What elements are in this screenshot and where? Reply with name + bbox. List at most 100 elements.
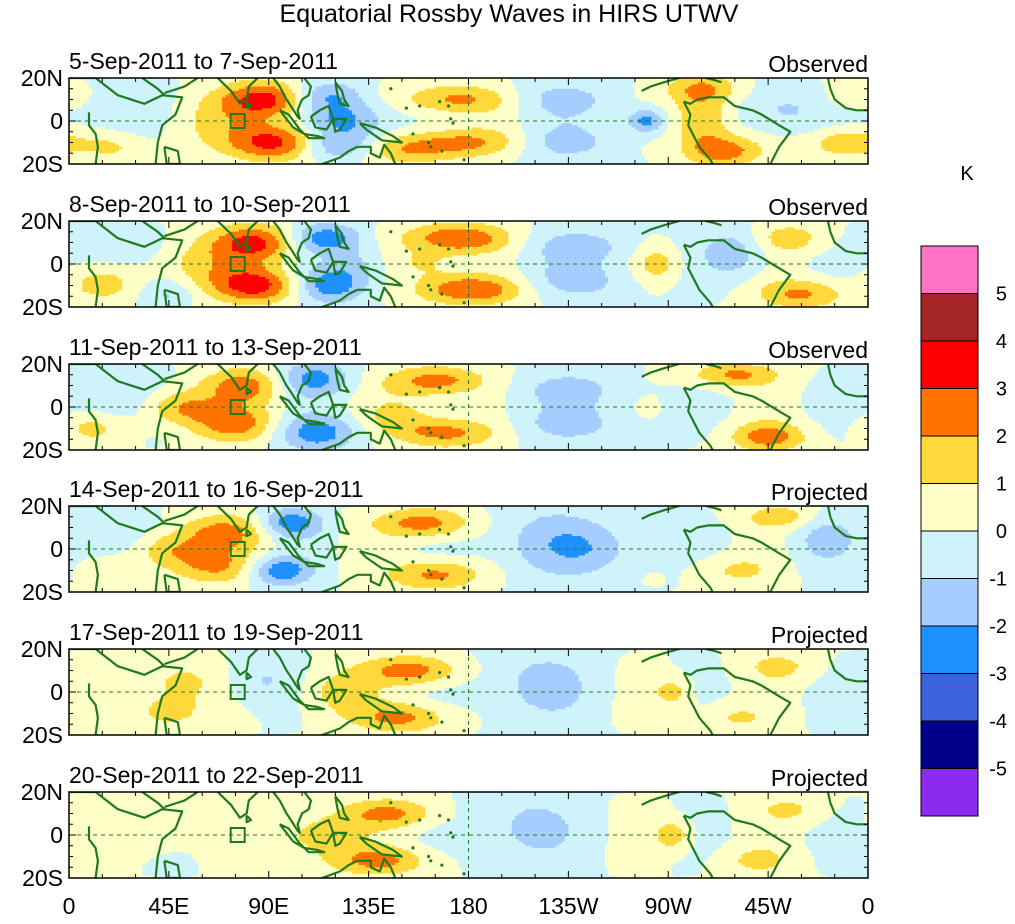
panel-status-label: Observed bbox=[768, 194, 868, 220]
coastline bbox=[683, 382, 792, 450]
coastline bbox=[358, 408, 403, 430]
coastline bbox=[682, 101, 714, 164]
island-dot bbox=[434, 879, 437, 882]
island-dot bbox=[462, 586, 466, 590]
coastline bbox=[321, 429, 397, 450]
colorbar-swatch bbox=[920, 768, 979, 817]
coastline bbox=[682, 529, 714, 592]
y-tick-label: 0 bbox=[50, 108, 63, 134]
island-dot bbox=[451, 407, 455, 411]
island-dot bbox=[426, 426, 431, 431]
coastline bbox=[163, 716, 182, 735]
island-dot bbox=[449, 545, 453, 549]
island-dot bbox=[440, 149, 444, 153]
coastline bbox=[141, 506, 166, 524]
coastline bbox=[164, 792, 199, 809]
colorbar-level-label: -4 bbox=[989, 711, 1007, 733]
anomaly-field bbox=[69, 506, 868, 592]
island-dot bbox=[429, 288, 433, 292]
coastline bbox=[163, 288, 182, 307]
coastline bbox=[245, 100, 253, 110]
island-dot bbox=[449, 688, 453, 692]
x-tick-label: 135E bbox=[342, 893, 396, 919]
coastline bbox=[216, 506, 259, 533]
panel-ticks bbox=[68, 791, 869, 879]
island-dot bbox=[449, 117, 453, 121]
colorbar-level-label: -2 bbox=[989, 616, 1007, 638]
coastline bbox=[303, 132, 326, 140]
island-dot bbox=[440, 292, 444, 296]
island-dot bbox=[426, 711, 431, 716]
coastline bbox=[358, 265, 403, 287]
coastline bbox=[334, 367, 350, 393]
island-dot bbox=[411, 560, 415, 564]
region-marker-box bbox=[229, 256, 246, 272]
island-dot bbox=[389, 515, 393, 519]
colorbar-swatch bbox=[920, 388, 979, 437]
coastline bbox=[278, 823, 306, 849]
coastline bbox=[278, 537, 306, 563]
island-dot bbox=[429, 431, 433, 435]
coastline bbox=[332, 545, 348, 561]
coastline bbox=[826, 792, 832, 804]
panel-date-range: 5-Sep-2011 to 7-Sep-2011 bbox=[69, 48, 338, 74]
x-tick-label: 0 bbox=[862, 893, 875, 919]
island-dot bbox=[438, 243, 442, 247]
island-dot bbox=[451, 692, 455, 696]
coastline bbox=[69, 364, 184, 450]
island-dot bbox=[411, 418, 415, 422]
coastline bbox=[332, 831, 348, 847]
colorbar-level-label: -1 bbox=[989, 569, 1007, 591]
coastline bbox=[164, 221, 199, 238]
coastline bbox=[164, 364, 199, 381]
coastline bbox=[303, 560, 326, 568]
coastline bbox=[321, 714, 397, 735]
coastline bbox=[303, 703, 326, 711]
coastline bbox=[826, 221, 832, 233]
island-dot bbox=[404, 392, 408, 396]
panel-ticks bbox=[68, 363, 869, 451]
panel-ticks bbox=[68, 220, 869, 308]
colorbar-swatch bbox=[920, 483, 979, 532]
coastline bbox=[332, 117, 348, 133]
y-tick-label: 20S bbox=[22, 722, 63, 748]
colorbar-level-label: -3 bbox=[989, 664, 1007, 686]
island-dot bbox=[446, 247, 451, 251]
coastline bbox=[829, 374, 868, 398]
panel-3: 20N 0 20S 11-Sep-2011 to 13-Sep-2011 Observe… bbox=[21, 334, 869, 463]
colorbar-level-label: 3 bbox=[996, 379, 1007, 401]
island-dot bbox=[404, 534, 408, 538]
coastline bbox=[683, 667, 792, 735]
y-tick-label: 0 bbox=[50, 536, 63, 562]
colorbar-swatch bbox=[920, 578, 979, 627]
colorbar-swatch bbox=[920, 673, 979, 722]
island-dot bbox=[434, 165, 437, 168]
island-dot bbox=[440, 720, 444, 724]
coastline bbox=[641, 649, 680, 663]
island-dot bbox=[389, 801, 393, 805]
coastline bbox=[303, 846, 326, 854]
island-dot bbox=[418, 104, 422, 108]
island-dot bbox=[446, 818, 451, 822]
panel-status-label: Projected bbox=[771, 622, 868, 648]
island-dot bbox=[449, 403, 453, 407]
coastline bbox=[683, 239, 792, 307]
anomaly-field bbox=[69, 78, 868, 164]
island-dot bbox=[411, 275, 415, 279]
coastline bbox=[682, 244, 714, 307]
coastline bbox=[334, 81, 350, 108]
island-dot bbox=[438, 386, 442, 390]
island-dot bbox=[438, 671, 442, 675]
island-dot bbox=[411, 846, 415, 850]
y-tick-label: 20N bbox=[21, 493, 63, 519]
panel-1: 20N 0 20S 5-Sep-2011 to 7-Sep-2011 Observed bbox=[21, 48, 869, 177]
coastlines bbox=[69, 792, 868, 882]
panel-status-label: Observed bbox=[768, 51, 868, 77]
island-dot bbox=[426, 283, 431, 288]
island-dot bbox=[449, 260, 453, 264]
island-dot bbox=[418, 247, 422, 251]
coastline bbox=[272, 364, 312, 406]
coastline bbox=[164, 506, 199, 523]
coastline bbox=[272, 649, 312, 691]
